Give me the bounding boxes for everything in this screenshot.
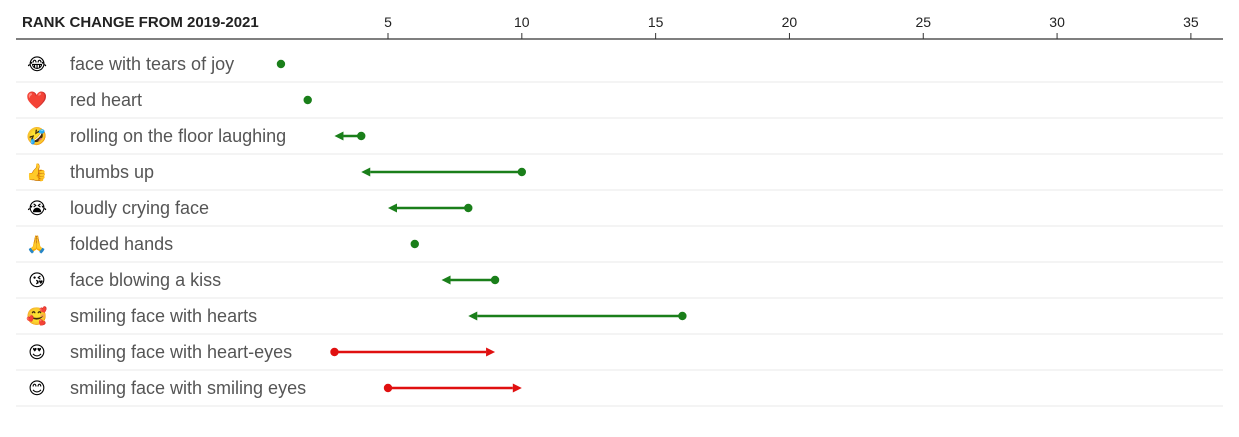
face-blowing-a-kiss-icon: 😘 [28, 271, 46, 290]
x-tick-label: 5 [384, 14, 392, 30]
rank-2021-arrowhead [512, 383, 522, 393]
rank-2021-arrowhead [361, 167, 371, 177]
thumbs-up-icon: 👍 [26, 162, 47, 182]
chart-row: 🤣 rolling on the floor laughing [16, 126, 1223, 155]
smiling-face-with-heart-eyes-icon: 😍 [28, 343, 46, 362]
row-label: red heart [70, 90, 142, 110]
chart-row: 😘 face blowing a kiss [16, 270, 1223, 299]
row-label: thumbs up [70, 162, 154, 182]
chart-row: 😂 face with tears of joy [16, 54, 1223, 83]
chart-title: RANK CHANGE FROM 2019-2021 [22, 14, 259, 31]
rank-2019-dot [330, 347, 339, 357]
folded-hands-icon: 🙏 [26, 235, 47, 254]
rank-2019-dot [490, 275, 500, 285]
rank-2019-dot [303, 95, 312, 105]
row-label: folded hands [70, 234, 173, 254]
rank-2021-arrowhead [468, 311, 478, 321]
chart-row: 😭 loudly crying face [16, 198, 1223, 227]
loudly-crying-face-icon: 😭 [27, 199, 47, 218]
x-axis-ticks: 5 10 15 20 25 30 35 [384, 14, 1199, 39]
chart-row: 😊 smiling face with smiling eyes [16, 378, 1223, 407]
rank-2019-dot [410, 239, 419, 249]
x-tick-label: 30 [1049, 14, 1065, 30]
row-label: face blowing a kiss [70, 270, 221, 290]
red-heart-icon: ❤️ [26, 91, 48, 110]
smiling-face-with-smiling-eyes-icon: 😊 [28, 379, 46, 398]
rank-2019-dot [357, 131, 366, 141]
x-tick-label: 15 [648, 14, 664, 30]
chart-rows: 😂 face with tears of joy ❤️ red heart 🤣 rolli… [16, 54, 1223, 407]
rank-2021-arrowhead [441, 275, 451, 285]
rank-2019-dot [276, 59, 286, 69]
row-label: face with tears of joy [70, 54, 234, 74]
rank-2021-arrowhead [388, 203, 398, 213]
chart-row: 👍 thumbs up [16, 162, 1223, 191]
row-label: smiling face with smiling eyes [70, 378, 306, 398]
x-tick-label: 10 [514, 14, 530, 30]
row-label: loudly crying face [70, 198, 209, 218]
rank-2019-dot [383, 383, 393, 393]
row-label: smiling face with heart-eyes [70, 342, 292, 362]
chart-row: 😍 smiling face with heart-eyes [16, 342, 1223, 371]
row-label: rolling on the floor laughing [70, 126, 286, 146]
rank-2019-dot [678, 311, 687, 321]
x-tick-label: 25 [915, 14, 931, 30]
rank-2021-arrowhead [486, 347, 496, 357]
rank-2019-dot [464, 203, 473, 213]
row-label: smiling face with hearts [70, 306, 257, 326]
rolling-on-the-floor-laughing-icon: 🤣 [25, 126, 47, 147]
chart-row: 🙏 folded hands [16, 234, 1223, 263]
rank-2019-dot [517, 167, 527, 177]
x-tick-label: 35 [1183, 14, 1199, 30]
rank-2021-arrowhead [334, 131, 344, 141]
chart-row: 🥰 smiling face with hearts [16, 306, 1223, 335]
chart-row: ❤️ red heart [16, 90, 1223, 119]
smiling-face-with-hearts-icon: 🥰 [26, 306, 47, 326]
x-tick-label: 20 [782, 14, 798, 30]
face-with-tears-of-joy-icon: 😂 [27, 55, 47, 74]
